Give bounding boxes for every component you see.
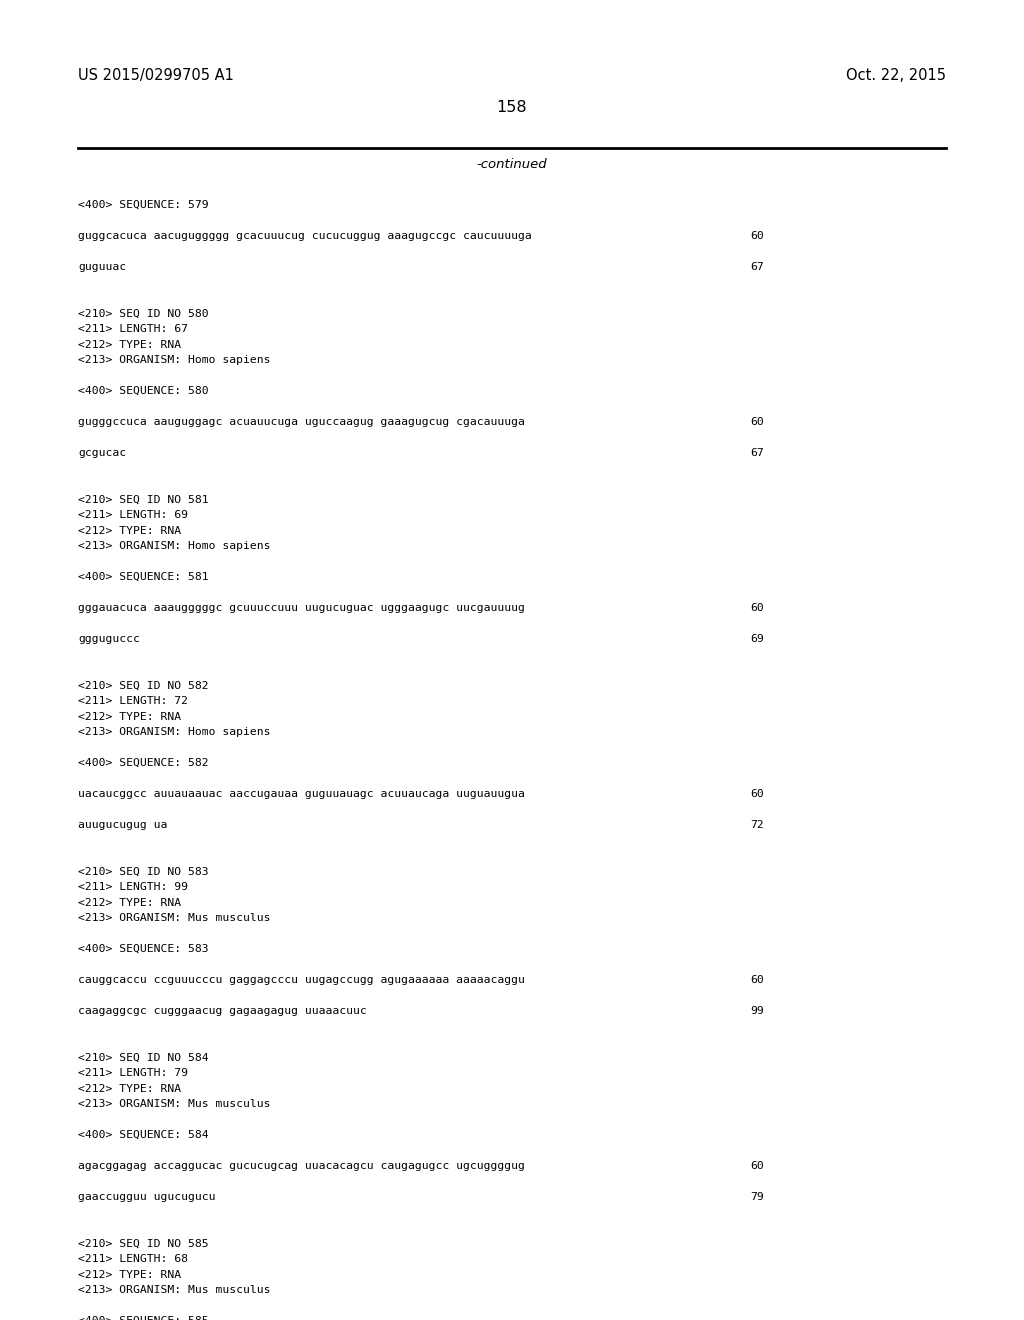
Text: <400> SEQUENCE: 581: <400> SEQUENCE: 581 (78, 572, 209, 582)
Text: 60: 60 (750, 1162, 764, 1171)
Text: <213> ORGANISM: Homo sapiens: <213> ORGANISM: Homo sapiens (78, 727, 270, 737)
Text: 60: 60 (750, 603, 764, 612)
Text: 60: 60 (750, 789, 764, 799)
Text: guguuac: guguuac (78, 261, 126, 272)
Text: gaaccugguu ugucugucu: gaaccugguu ugucugucu (78, 1192, 215, 1203)
Text: <212> TYPE: RNA: <212> TYPE: RNA (78, 1084, 181, 1093)
Text: Oct. 22, 2015: Oct. 22, 2015 (846, 69, 946, 83)
Text: 72: 72 (750, 820, 764, 830)
Text: 79: 79 (750, 1192, 764, 1203)
Text: <211> LENGTH: 68: <211> LENGTH: 68 (78, 1254, 188, 1265)
Text: 60: 60 (750, 417, 764, 426)
Text: US 2015/0299705 A1: US 2015/0299705 A1 (78, 69, 233, 83)
Text: <400> SEQUENCE: 584: <400> SEQUENCE: 584 (78, 1130, 209, 1140)
Text: <210> SEQ ID NO 583: <210> SEQ ID NO 583 (78, 866, 209, 876)
Text: 69: 69 (750, 634, 764, 644)
Text: <213> ORGANISM: Homo sapiens: <213> ORGANISM: Homo sapiens (78, 541, 270, 550)
Text: gugggccuca aauguggagc acuauucuga uguccaagug gaaagugcug cgacauuuga: gugggccuca aauguggagc acuauucuga uguccaa… (78, 417, 525, 426)
Text: <212> TYPE: RNA: <212> TYPE: RNA (78, 1270, 181, 1279)
Text: caagaggcgc cugggaacug gagaagagug uuaaacuuc: caagaggcgc cugggaacug gagaagagug uuaaacu… (78, 1006, 367, 1016)
Text: guggcacuca aacuguggggg gcacuuucug cucucuggug aaagugccgc caucuuuuga: guggcacuca aacuguggggg gcacuuucug cucucu… (78, 231, 531, 242)
Text: <211> LENGTH: 99: <211> LENGTH: 99 (78, 882, 188, 892)
Text: <400> SEQUENCE: 582: <400> SEQUENCE: 582 (78, 758, 209, 768)
Text: 67: 67 (750, 261, 764, 272)
Text: 60: 60 (750, 975, 764, 985)
Text: <212> TYPE: RNA: <212> TYPE: RNA (78, 898, 181, 908)
Text: 67: 67 (750, 447, 764, 458)
Text: agacggagag accaggucac gucucugcag uuacacagcu caugagugcc ugcuggggug: agacggagag accaggucac gucucugcag uuacaca… (78, 1162, 525, 1171)
Text: auugucugug ua: auugucugug ua (78, 820, 167, 830)
Text: <210> SEQ ID NO 582: <210> SEQ ID NO 582 (78, 681, 209, 690)
Text: <210> SEQ ID NO 580: <210> SEQ ID NO 580 (78, 309, 209, 318)
Text: gcgucac: gcgucac (78, 447, 126, 458)
Text: gggauacuca aaaugggggc gcuuuccuuu uugucuguac ugggaagugc uucgauuuug: gggauacuca aaaugggggc gcuuuccuuu uugucug… (78, 603, 525, 612)
Text: <211> LENGTH: 79: <211> LENGTH: 79 (78, 1068, 188, 1078)
Text: <210> SEQ ID NO 581: <210> SEQ ID NO 581 (78, 495, 209, 504)
Text: -continued: -continued (477, 158, 547, 172)
Text: 158: 158 (497, 100, 527, 115)
Text: <213> ORGANISM: Homo sapiens: <213> ORGANISM: Homo sapiens (78, 355, 270, 366)
Text: <213> ORGANISM: Mus musculus: <213> ORGANISM: Mus musculus (78, 913, 270, 923)
Text: <400> SEQUENCE: 585: <400> SEQUENCE: 585 (78, 1316, 209, 1320)
Text: <212> TYPE: RNA: <212> TYPE: RNA (78, 339, 181, 350)
Text: <400> SEQUENCE: 579: <400> SEQUENCE: 579 (78, 201, 209, 210)
Text: <400> SEQUENCE: 580: <400> SEQUENCE: 580 (78, 385, 209, 396)
Text: <212> TYPE: RNA: <212> TYPE: RNA (78, 525, 181, 536)
Text: uacaucggcc auuauaauac aaccugauaa guguuauagc acuuaucaga uuguauugua: uacaucggcc auuauaauac aaccugauaa guguuau… (78, 789, 525, 799)
Text: <210> SEQ ID NO 585: <210> SEQ ID NO 585 (78, 1238, 209, 1249)
Text: <400> SEQUENCE: 583: <400> SEQUENCE: 583 (78, 944, 209, 954)
Text: <213> ORGANISM: Mus musculus: <213> ORGANISM: Mus musculus (78, 1284, 270, 1295)
Text: ggguguccc: ggguguccc (78, 634, 140, 644)
Text: 60: 60 (750, 231, 764, 242)
Text: <211> LENGTH: 69: <211> LENGTH: 69 (78, 510, 188, 520)
Text: <212> TYPE: RNA: <212> TYPE: RNA (78, 711, 181, 722)
Text: cauggcaccu ccguuucccu gaggagcccu uugagccugg agugaaaaaa aaaaacaggu: cauggcaccu ccguuucccu gaggagcccu uugagcc… (78, 975, 525, 985)
Text: <213> ORGANISM: Mus musculus: <213> ORGANISM: Mus musculus (78, 1100, 270, 1109)
Text: <211> LENGTH: 72: <211> LENGTH: 72 (78, 696, 188, 706)
Text: <210> SEQ ID NO 584: <210> SEQ ID NO 584 (78, 1052, 209, 1063)
Text: 99: 99 (750, 1006, 764, 1016)
Text: <211> LENGTH: 67: <211> LENGTH: 67 (78, 323, 188, 334)
